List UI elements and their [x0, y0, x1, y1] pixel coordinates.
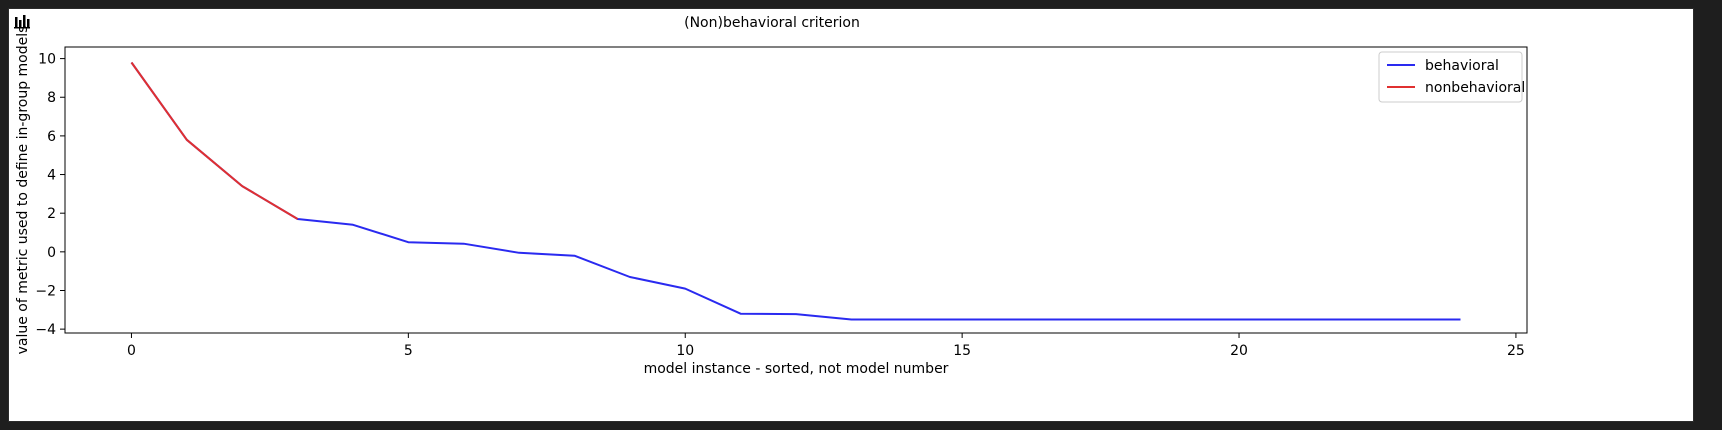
y-tick-label: −4 [35, 322, 56, 338]
series-line-nonbehavioral [130, 61, 299, 220]
y-axis-label: value of metric used to define in-group … [15, 26, 31, 355]
chart-title: (Non)behavioral criterion [684, 15, 860, 31]
x-tick-label: 20 [1230, 343, 1248, 359]
plot-area-frame [64, 46, 1528, 334]
figure-frame: (Non)behavioral criterion 0 5 10 15 20 25 −4 −2… [8, 8, 1694, 422]
y-tick-label: 2 [47, 206, 56, 222]
line-chart: (Non)behavioral criterion 0 5 10 15 20 25−4−2… [15, 15, 1528, 377]
bar-chart-icon[interactable] [13, 13, 31, 29]
legend: behavioral nonbehavioral [1378, 51, 1525, 103]
y-tick-label: 4 [47, 168, 56, 184]
y-tick-label: 8 [47, 90, 56, 106]
x-tick-label: 25 [1507, 343, 1525, 359]
x-tick-label: 0 [127, 343, 136, 359]
y-tick-label: 10 [38, 52, 56, 68]
y-tick-label: 6 [47, 129, 56, 145]
series-line-behavioral [130, 61, 1461, 321]
x-tick-label: 15 [953, 343, 971, 359]
x-tick-label: 5 [404, 343, 413, 359]
legend-label-behavioral: behavioral [1425, 58, 1499, 74]
y-tick-label: 0 [47, 245, 56, 261]
y-tick-label: −2 [35, 283, 56, 299]
legend-label-nonbehavioral: nonbehavioral [1425, 80, 1525, 96]
x-tick-label: 10 [676, 343, 694, 359]
x-axis-label: model instance - sorted, not model numbe… [644, 361, 949, 377]
